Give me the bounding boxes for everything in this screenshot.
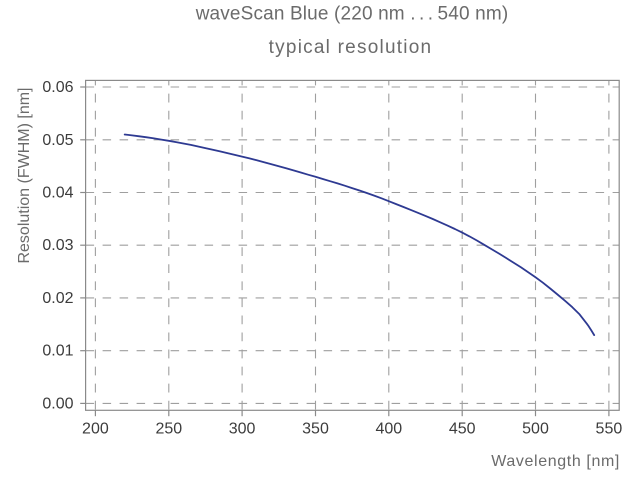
svg-text:Wavelength [nm]: Wavelength [nm] <box>491 453 620 470</box>
svg-text:0.03: 0.03 <box>42 237 73 254</box>
svg-text:Resolution (FWHM) [nm]: Resolution (FWHM) [nm] <box>16 87 33 263</box>
svg-text:0.00: 0.00 <box>42 395 73 412</box>
svg-text:0.05: 0.05 <box>42 132 73 149</box>
svg-text:400: 400 <box>375 421 402 438</box>
svg-text:0.06: 0.06 <box>42 79 73 96</box>
svg-text:550: 550 <box>596 421 623 438</box>
svg-text:0.04: 0.04 <box>42 185 73 202</box>
svg-text:250: 250 <box>155 421 182 438</box>
svg-text:300: 300 <box>229 421 256 438</box>
svg-text:450: 450 <box>449 421 476 438</box>
svg-text:350: 350 <box>302 421 329 438</box>
svg-text:0.01: 0.01 <box>42 343 73 360</box>
svg-text:500: 500 <box>522 421 549 438</box>
svg-text:0.02: 0.02 <box>42 290 73 307</box>
svg-text:waveScan Blue (220 nm . . . 54: waveScan Blue (220 nm . . . 540 nm) <box>195 4 509 25</box>
svg-text:200: 200 <box>82 421 109 438</box>
svg-text:typical resolution: typical resolution <box>269 37 433 58</box>
